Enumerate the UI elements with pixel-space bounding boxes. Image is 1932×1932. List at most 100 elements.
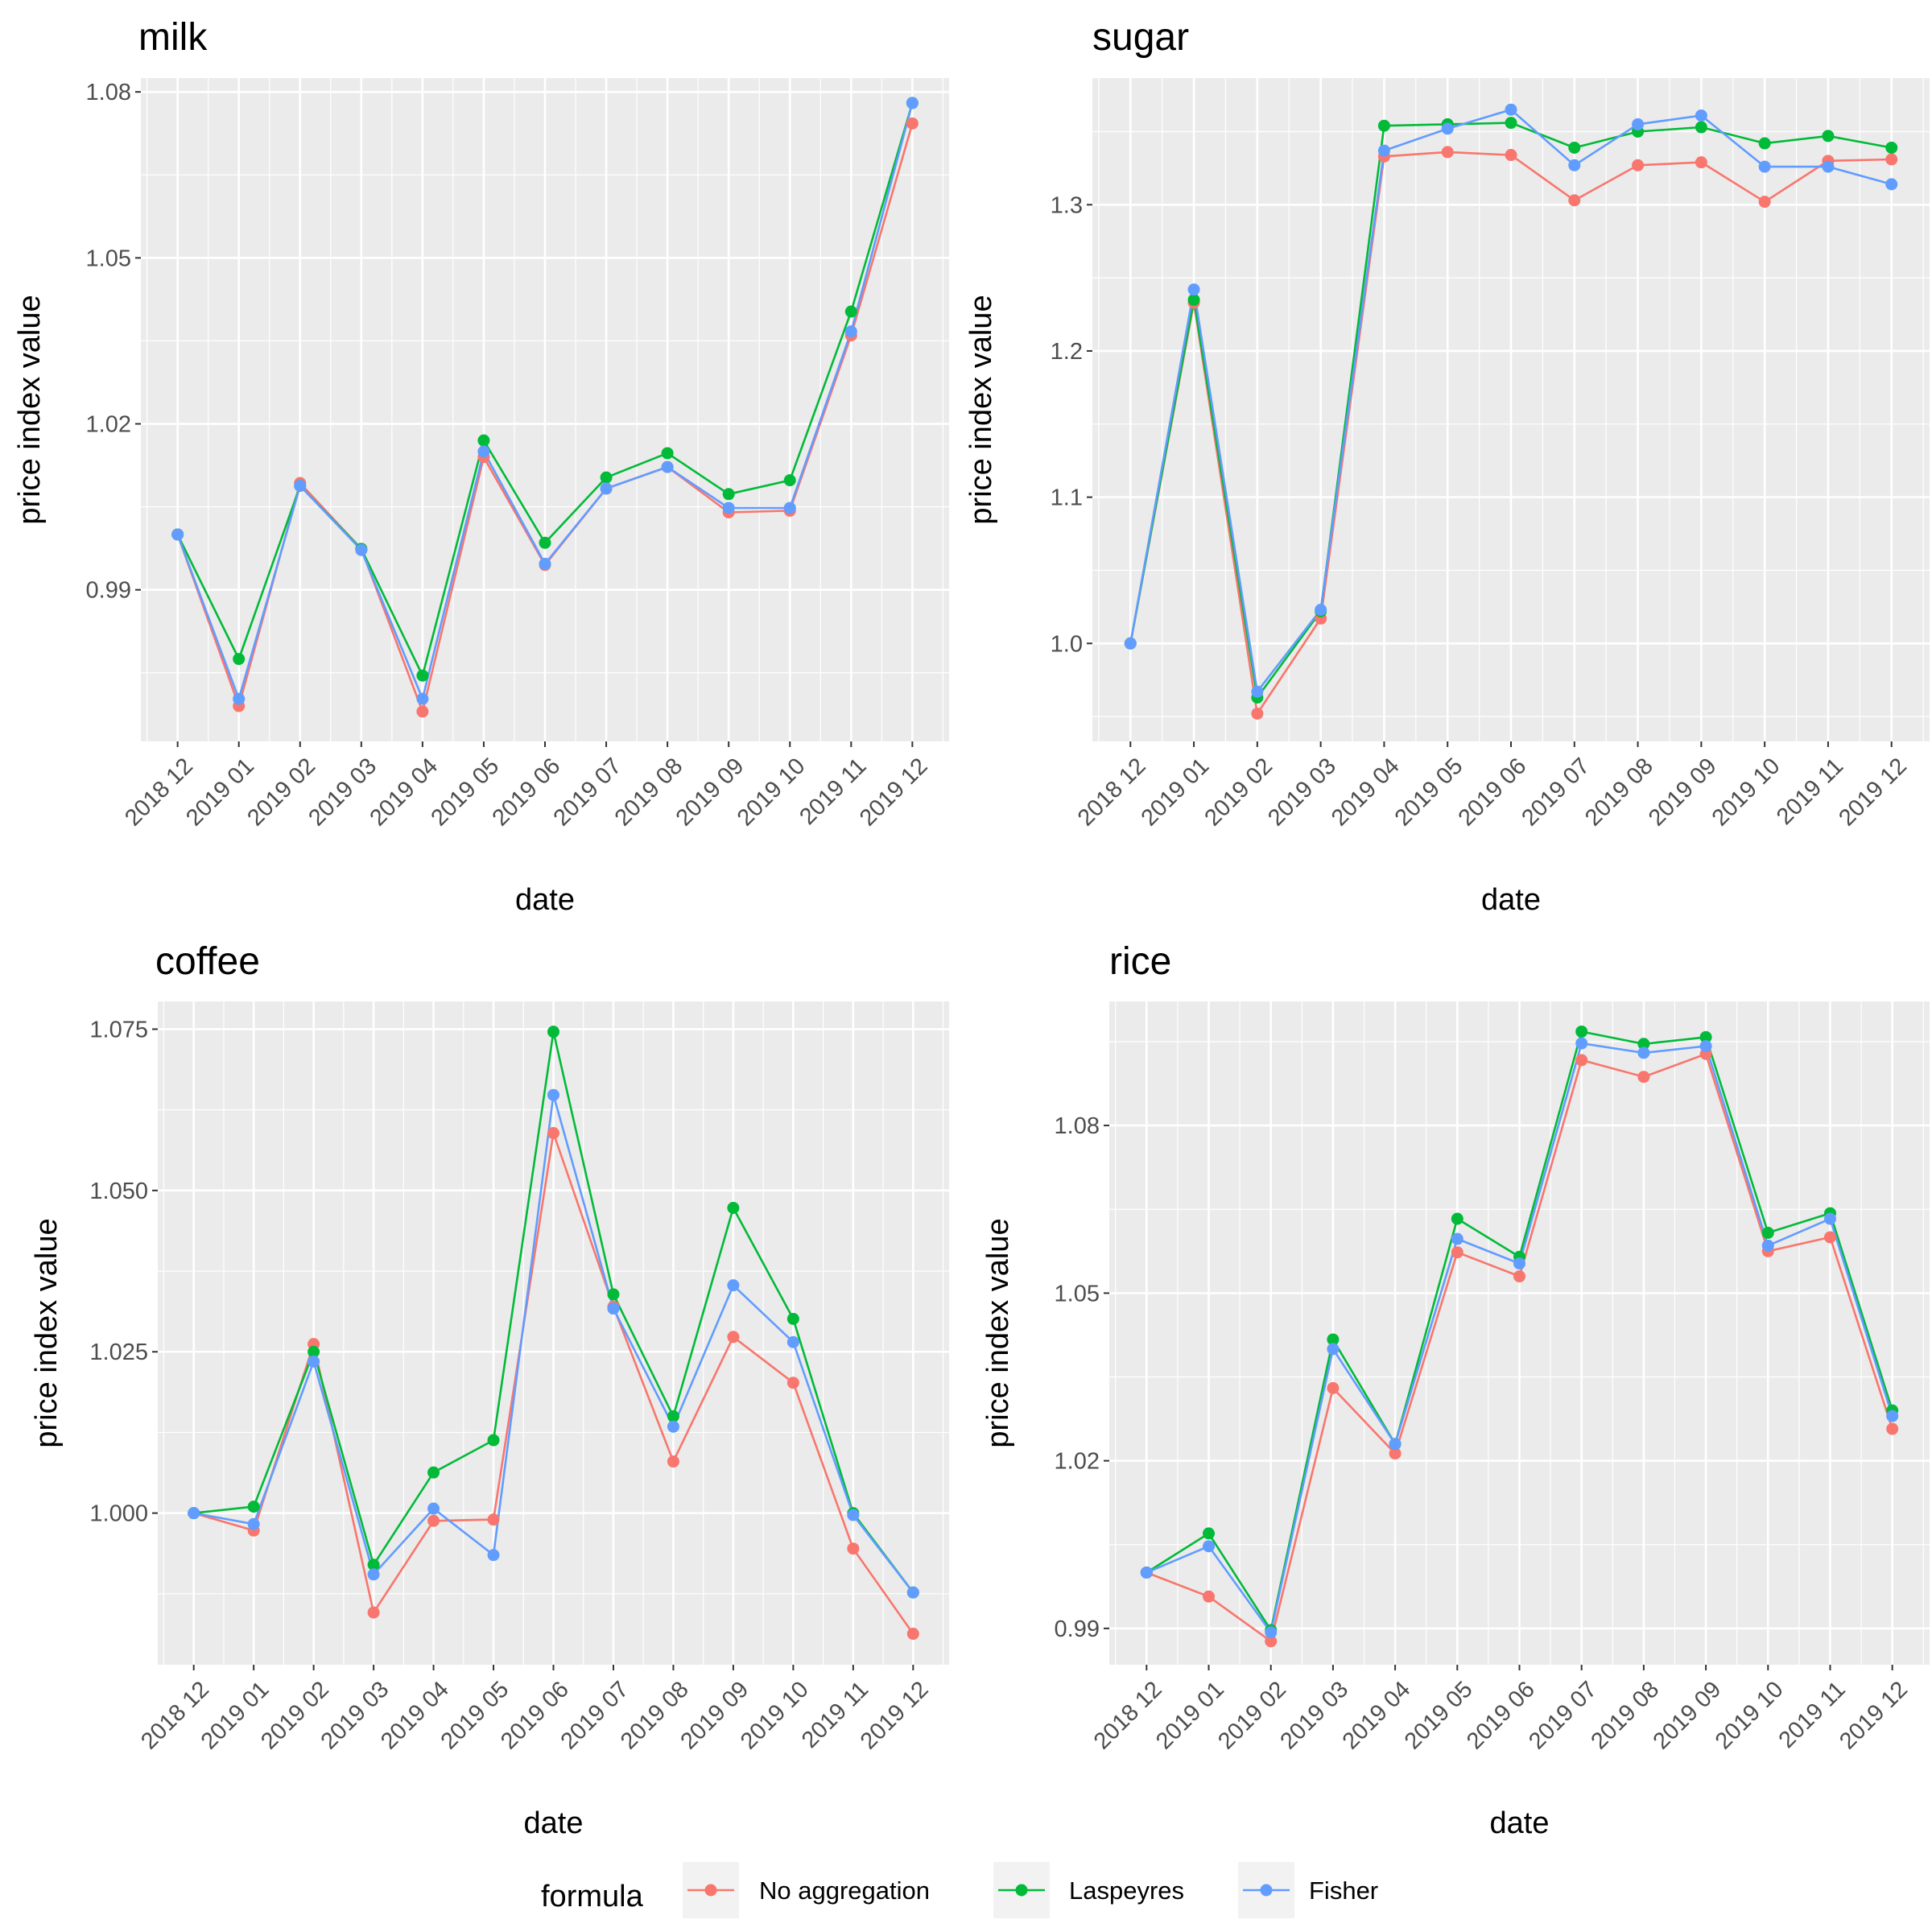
data-point-no-aggregation [1441, 146, 1454, 159]
legend-key-point [704, 1884, 717, 1897]
data-point-fisher [786, 1335, 799, 1348]
data-point-fisher [727, 1279, 740, 1292]
data-point-no-aggregation [1695, 156, 1707, 169]
y-tick-label: 1.08 [86, 80, 131, 105]
legend-item-laspeyres: Laspeyres [993, 1862, 1184, 1918]
data-point-no-aggregation [1758, 196, 1771, 208]
data-point-laspeyres [1758, 137, 1771, 150]
y-tick-label: 1.000 [89, 1501, 148, 1527]
data-point-laspeyres [1203, 1527, 1216, 1540]
data-point-fisher [607, 1302, 620, 1315]
data-point-no-aggregation [906, 117, 919, 130]
x-axis-title: date [515, 883, 575, 917]
x-axis-title: date [1490, 1806, 1550, 1840]
data-point-fisher [1203, 1540, 1216, 1553]
data-point-fisher [294, 479, 307, 492]
y-axis-title: price index value [13, 295, 47, 524]
y-axis-title: price index value [30, 1218, 64, 1447]
y-axis-title: price index value [981, 1218, 1015, 1447]
data-point-no-aggregation [1575, 1054, 1588, 1067]
legend-key-point [1015, 1884, 1028, 1897]
y-tick-label: 1.025 [89, 1340, 148, 1365]
legend-item-fisher: Fisher [1238, 1862, 1378, 1918]
data-point-no-aggregation [786, 1377, 799, 1389]
data-point-laspeyres [1885, 141, 1898, 154]
data-point-fisher [547, 1088, 559, 1101]
data-point-laspeyres [1327, 1333, 1340, 1346]
data-point-fisher [1140, 1566, 1153, 1579]
data-point-no-aggregation [1505, 149, 1517, 162]
data-point-laspeyres [727, 1201, 740, 1214]
legend-title: formula [541, 1880, 644, 1913]
y-tick-label: 1.1 [1051, 485, 1083, 511]
data-point-laspeyres [1637, 1038, 1650, 1051]
data-point-fisher [783, 502, 796, 514]
data-point-fisher [1886, 1410, 1899, 1422]
y-tick-label: 1.02 [1055, 1449, 1100, 1475]
y-tick-label: 1.05 [1055, 1281, 1100, 1307]
y-tick-label: 1.08 [1055, 1113, 1100, 1139]
data-point-fisher [247, 1517, 260, 1530]
data-point-fisher [171, 528, 184, 541]
data-point-laspeyres [844, 305, 857, 318]
data-point-no-aggregation [847, 1542, 860, 1555]
panel-title: rice [1109, 940, 1171, 983]
data-point-laspeyres [600, 471, 613, 484]
data-point-no-aggregation [427, 1514, 440, 1527]
data-point-no-aggregation [667, 1455, 679, 1468]
data-point-no-aggregation [1389, 1447, 1402, 1460]
data-point-laspeyres [1568, 141, 1581, 154]
data-point-laspeyres [1187, 293, 1200, 306]
y-tick-label: 1.0 [1051, 631, 1083, 657]
data-point-laspeyres [667, 1410, 679, 1422]
data-point-laspeyres [547, 1026, 559, 1038]
y-tick-label: 1.02 [86, 412, 131, 438]
data-point-laspeyres [539, 536, 551, 549]
data-point-laspeyres [661, 447, 674, 460]
data-point-no-aggregation [1823, 1231, 1836, 1244]
y-tick-label: 1.05 [86, 246, 131, 271]
data-point-fisher [355, 543, 368, 556]
data-point-fisher [600, 482, 613, 495]
data-point-fisher [1822, 160, 1835, 173]
y-tick-label: 1.050 [89, 1179, 148, 1204]
x-axis-title: date [524, 1806, 584, 1840]
data-point-no-aggregation [1637, 1071, 1650, 1084]
data-point-fisher [308, 1355, 320, 1368]
data-point-fisher [1699, 1040, 1712, 1053]
legend-label: No aggregation [759, 1876, 930, 1905]
data-point-fisher [1513, 1257, 1525, 1270]
data-point-fisher [416, 692, 429, 705]
y-tick-label: 1.2 [1051, 339, 1083, 365]
data-point-laspeyres [786, 1312, 799, 1325]
data-point-no-aggregation [906, 1628, 919, 1641]
data-point-fisher [1568, 159, 1581, 171]
y-tick-label: 0.99 [1055, 1616, 1100, 1642]
data-point-laspeyres [427, 1466, 440, 1479]
data-point-laspeyres [1695, 121, 1707, 134]
data-point-fisher [427, 1502, 440, 1515]
legend-key-point [1260, 1884, 1273, 1897]
data-point-no-aggregation [1327, 1381, 1340, 1394]
panel-title: coffee [155, 940, 260, 983]
data-point-fisher [1505, 103, 1517, 116]
legend-label: Laspeyres [1069, 1876, 1184, 1905]
data-point-no-aggregation [727, 1331, 740, 1344]
data-point-laspeyres [487, 1434, 500, 1447]
data-point-fisher [1575, 1037, 1588, 1050]
data-point-fisher [1632, 118, 1645, 130]
data-point-laspeyres [477, 434, 490, 447]
y-tick-label: 0.99 [86, 578, 131, 604]
data-point-laspeyres [1505, 117, 1517, 130]
y-tick-label: 1.075 [89, 1017, 148, 1042]
data-point-fisher [847, 1509, 860, 1521]
data-point-fisher [1885, 178, 1898, 191]
data-point-no-aggregation [1885, 153, 1898, 166]
data-point-fisher [1441, 122, 1454, 135]
data-point-no-aggregation [1513, 1270, 1525, 1283]
data-point-no-aggregation [1451, 1246, 1463, 1259]
data-point-fisher [188, 1507, 200, 1520]
data-point-laspeyres [416, 669, 429, 682]
